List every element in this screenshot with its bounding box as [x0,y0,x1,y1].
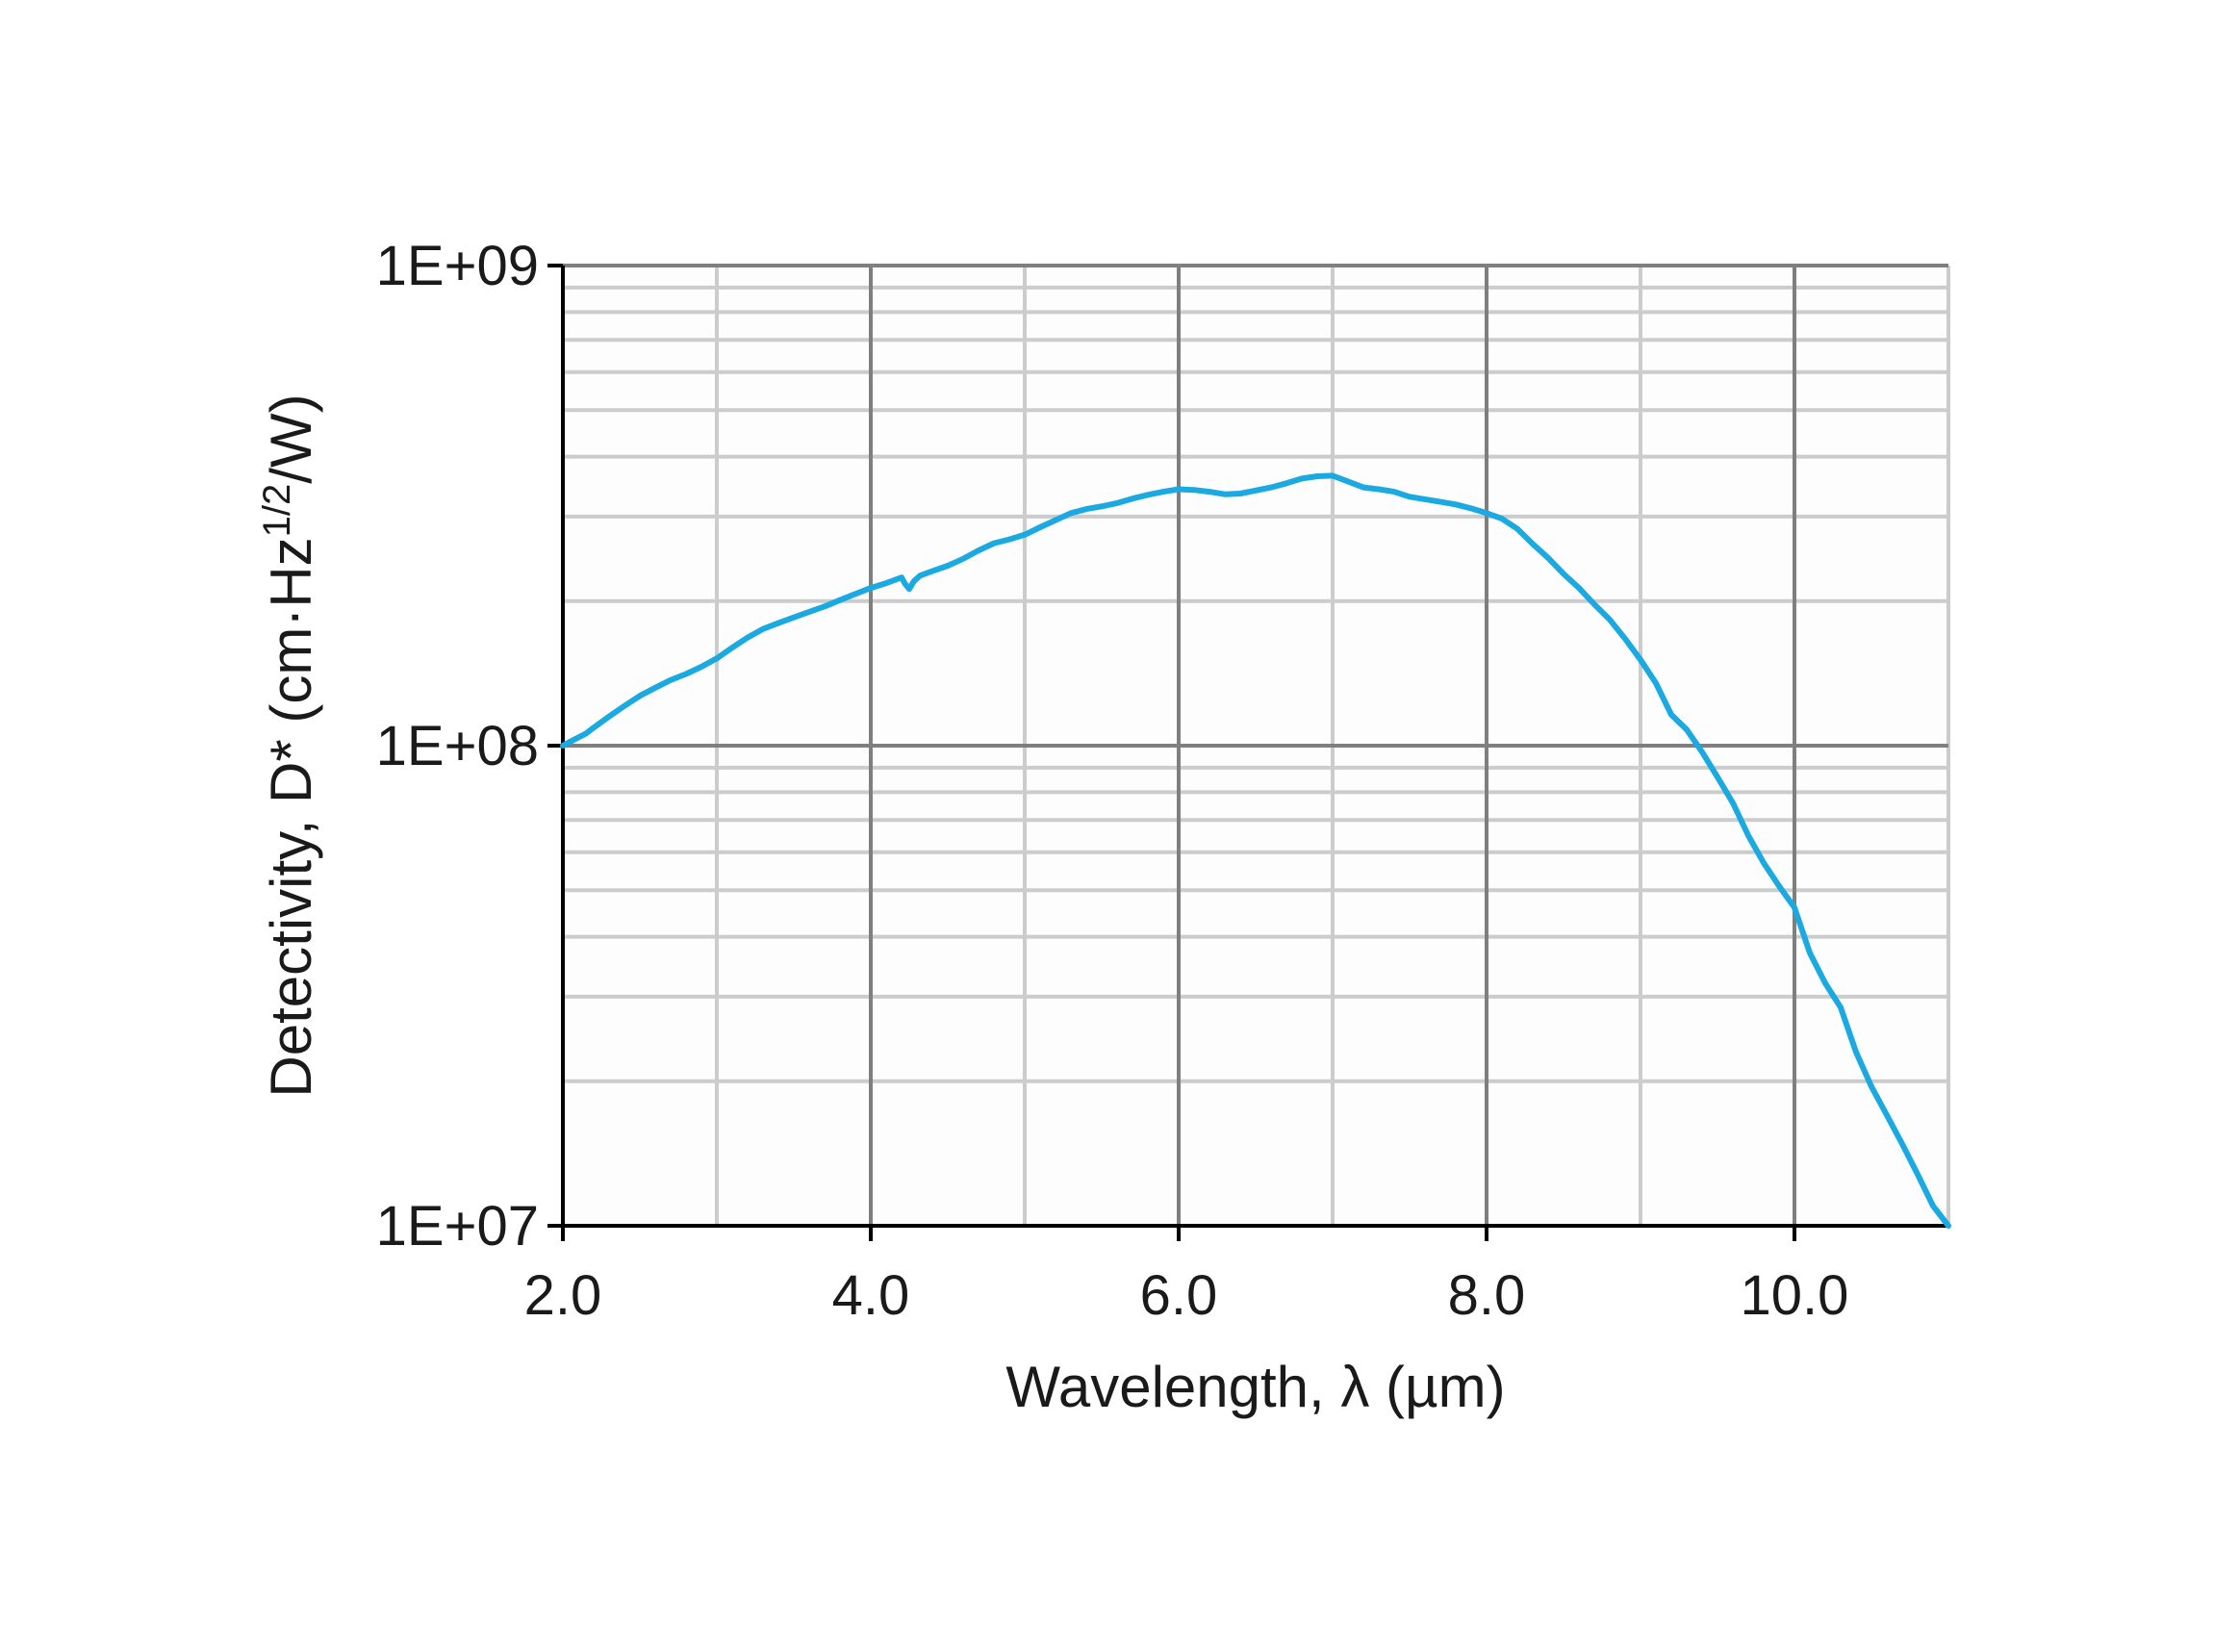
y-axis-title-superscript: 1/2 [256,484,298,538]
x-tick-label: 2.0 [524,1264,602,1327]
series-layer [560,472,1951,1229]
axis-ticks [547,264,1796,1241]
y-axis-title: Detectivity, D* (cm·Hz1/2/W) [256,394,323,1097]
x-tick-label: 8.0 [1448,1264,1526,1327]
x-tick-label: 6.0 [1140,1264,1218,1327]
x-tick-label: 4.0 [832,1264,910,1327]
y-axis-title-prefix: Detectivity, D* (cm·Hz [259,537,323,1097]
y-tick-label: 1E+07 [376,1195,539,1258]
y-tick-label: 1E+09 [376,235,539,297]
x-tick-labels: 2.0 4.0 6.0 8.0 10.0 [524,1264,1849,1327]
x-tick-label: 10.0 [1741,1264,1849,1327]
y-tick-labels: 1E+07 1E+08 1E+09 [376,235,539,1258]
detectivity-series-line [560,472,1951,1229]
major-gridlines [563,264,1948,1226]
x-axis-title: Wavelength, λ (µm) [1005,1355,1505,1419]
y-axis-title-suffix: /W) [259,394,323,483]
y-tick-label: 1E+08 [376,715,539,777]
